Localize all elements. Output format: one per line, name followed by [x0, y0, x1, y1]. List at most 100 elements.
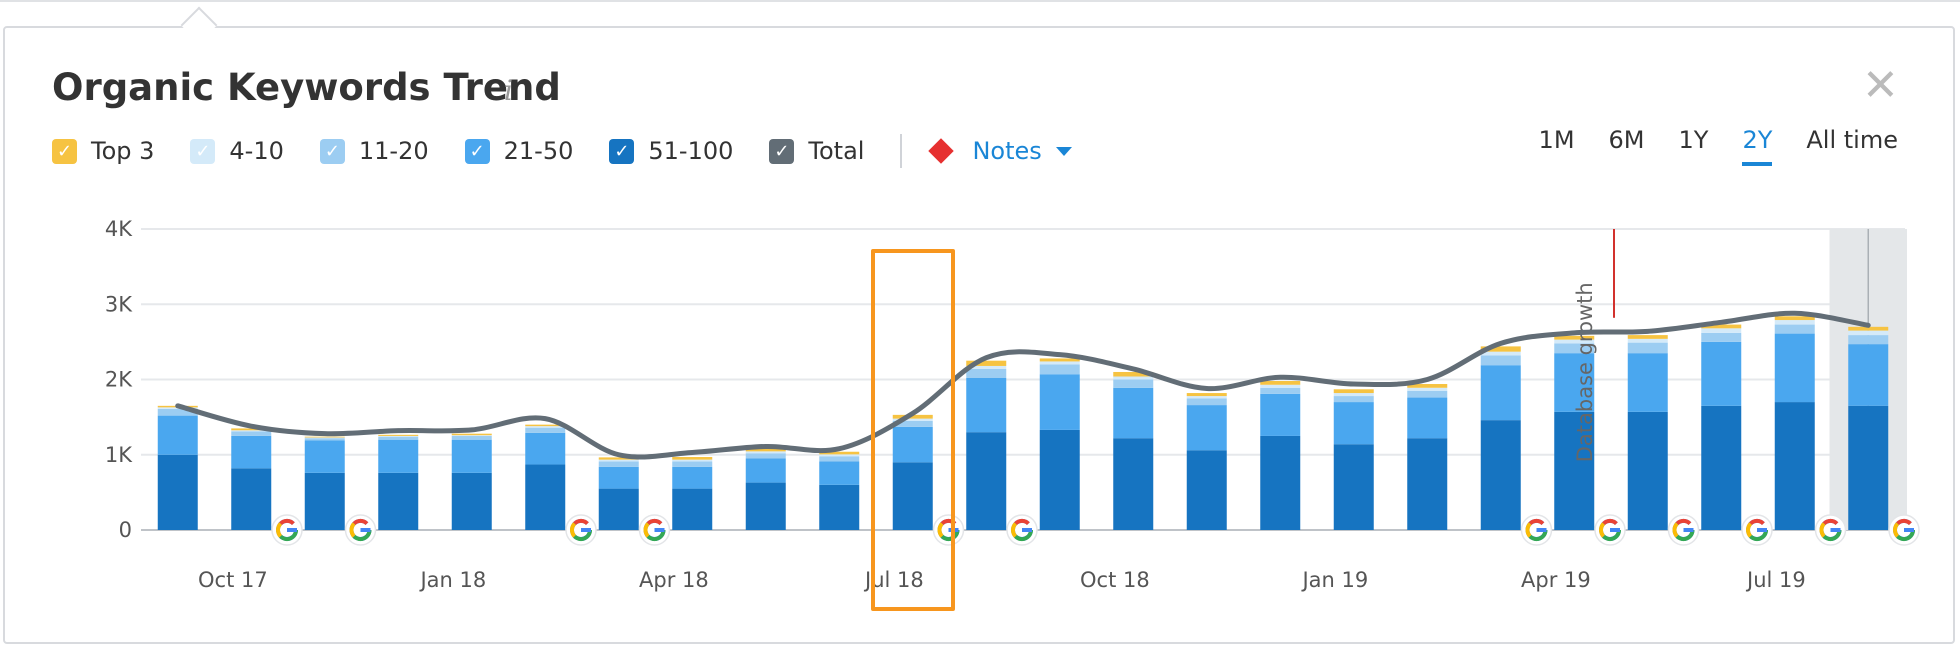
bar-segment-21-50[interactable]: [1480, 365, 1521, 421]
bar-segment-top-3[interactable]: [304, 436, 345, 438]
bar-segment-51-100[interactable]: [1554, 411, 1595, 530]
bar-segment-21-50[interactable]: [1407, 397, 1448, 439]
bar-segment-51-100[interactable]: [1480, 420, 1521, 530]
bar-segment-11-20[interactable]: [1113, 379, 1154, 388]
bar-segment-11-20[interactable]: [966, 368, 1007, 378]
bar-segment-4-10[interactable]: [819, 454, 860, 457]
bar-segment-4-10[interactable]: [1774, 320, 1815, 325]
bar-segment-top-3[interactable]: [378, 434, 419, 436]
bar-segment-11-20[interactable]: [451, 435, 492, 440]
bar-segment-51-100[interactable]: [1627, 411, 1668, 530]
bar-segment-11-20[interactable]: [1848, 335, 1889, 345]
bar-segment-top-3[interactable]: [892, 414, 933, 419]
bar-segment-21-50[interactable]: [525, 432, 566, 465]
bar-segment-4-10[interactable]: [1848, 330, 1889, 336]
google-update-icon[interactable]: [1594, 514, 1626, 546]
bar-segment-11-20[interactable]: [378, 436, 419, 440]
bar-segment-11-20[interactable]: [1186, 398, 1227, 406]
bar-segment-11-20[interactable]: [1039, 364, 1080, 375]
bar-segment-top-3[interactable]: [1407, 384, 1448, 388]
bar-segment-top-3[interactable]: [1848, 326, 1889, 331]
bar-segment-51-100[interactable]: [451, 472, 492, 530]
bar-segment-top-3[interactable]: [1701, 324, 1742, 329]
bar-segment-11-20[interactable]: [1701, 332, 1742, 342]
bar-segment-21-50[interactable]: [598, 466, 639, 489]
google-update-icon[interactable]: [565, 514, 597, 546]
google-update-icon[interactable]: [1006, 514, 1038, 546]
bar-segment-top-3[interactable]: [598, 457, 639, 460]
bar-segment-top-3[interactable]: [231, 428, 272, 431]
bar-segment-21-50[interactable]: [1186, 405, 1227, 451]
bar-segment-4-10[interactable]: [451, 435, 492, 436]
bar-segment-51-100[interactable]: [1701, 405, 1742, 530]
bar-segment-21-50[interactable]: [672, 466, 713, 489]
bar-segment-51-100[interactable]: [1407, 438, 1448, 530]
bar-segment-top-3[interactable]: [1480, 346, 1521, 352]
total-line[interactable]: [175, 310, 1871, 460]
bar-segment-11-20[interactable]: [819, 456, 860, 462]
bar-segment-51-100[interactable]: [892, 462, 933, 530]
bar-segment-top-3[interactable]: [1627, 335, 1668, 339]
bar-segment-4-10[interactable]: [1407, 387, 1448, 391]
google-update-icon[interactable]: [932, 514, 965, 546]
bar-segment-top-3[interactable]: [451, 433, 492, 436]
bar-segment-4-10[interactable]: [304, 437, 345, 439]
bar-segment-4-10[interactable]: [1701, 328, 1742, 333]
bar-segment-4-10[interactable]: [1480, 351, 1521, 356]
bar-segment-4-10[interactable]: [892, 418, 933, 421]
bar-segment-21-50[interactable]: [1113, 387, 1154, 439]
checkbox-icon[interactable]: ✓: [609, 138, 635, 164]
legend-item-top-3[interactable]: ✓ Top 3: [52, 137, 154, 165]
bar-segment-11-20[interactable]: [892, 420, 933, 427]
bar-segment-4-10[interactable]: [1260, 384, 1301, 388]
checkbox-icon[interactable]: ✓: [52, 138, 77, 164]
google-update-icon[interactable]: [638, 514, 671, 546]
checkbox-icon[interactable]: ✓: [190, 138, 216, 164]
bar-segment-21-50[interactable]: [1039, 374, 1080, 430]
bar-segment-51-100[interactable]: [819, 484, 860, 530]
bar-segment-4-10[interactable]: [1627, 338, 1668, 343]
range-2y[interactable]: 2Y: [1742, 126, 1773, 166]
bar-segment-21-50[interactable]: [819, 461, 860, 485]
bar-segment-51-100[interactable]: [1186, 450, 1227, 530]
legend-item-total[interactable]: ✓ Total: [769, 137, 864, 165]
bar-segment-top-3[interactable]: [1554, 335, 1595, 340]
bar-segment-11-20[interactable]: [1407, 390, 1448, 398]
range-all-time[interactable]: All time: [1806, 126, 1898, 154]
bar-segment-51-100[interactable]: [378, 472, 419, 530]
bar-segment-21-50[interactable]: [304, 440, 345, 473]
google-update-icon[interactable]: [344, 514, 377, 546]
bar-segment-4-10[interactable]: [1113, 376, 1154, 380]
close-icon[interactable]: ✕: [1862, 60, 1899, 111]
bar-segment-11-20[interactable]: [1627, 342, 1668, 354]
bar-segment-top-3[interactable]: [1774, 316, 1815, 321]
info-icon[interactable]: i: [504, 74, 513, 107]
bar-segment-11-20[interactable]: [745, 453, 786, 459]
bar-segment-51-100[interactable]: [745, 482, 786, 530]
bar-segment-21-50[interactable]: [231, 435, 272, 469]
checkbox-icon[interactable]: ✓: [464, 138, 490, 164]
bar-segment-11-20[interactable]: [304, 438, 345, 441]
bar-segment-11-20[interactable]: [1333, 396, 1374, 403]
bar-segment-11-20[interactable]: [1480, 355, 1521, 366]
bar-segment-top-3[interactable]: [1333, 389, 1374, 394]
google-update-icon[interactable]: [1888, 514, 1920, 546]
bar-segment-top-3[interactable]: [1260, 381, 1301, 385]
bar-segment-21-50[interactable]: [745, 458, 786, 483]
legend-item-51-100[interactable]: ✓ 51-100: [609, 137, 733, 165]
bar-segment-11-20[interactable]: [1554, 343, 1595, 354]
google-update-icon[interactable]: [271, 514, 303, 546]
bar-segment-51-100[interactable]: [525, 464, 566, 530]
bar-segment-top-3[interactable]: [745, 448, 786, 452]
bar-segment-11-20[interactable]: [672, 461, 713, 467]
bar-segment-51-100[interactable]: [1113, 438, 1154, 530]
bar-segment-21-50[interactable]: [966, 377, 1007, 433]
bar-segment-4-10[interactable]: [1333, 393, 1374, 397]
bar-segment-11-20[interactable]: [157, 408, 198, 416]
bar-segment-top-3[interactable]: [819, 451, 860, 455]
bar-segment-21-50[interactable]: [157, 415, 198, 455]
bar-segment-51-100[interactable]: [1260, 435, 1301, 530]
google-update-icon[interactable]: [1814, 514, 1847, 546]
bar-segment-21-50[interactable]: [1554, 353, 1595, 412]
bar-segment-51-100[interactable]: [231, 468, 272, 530]
